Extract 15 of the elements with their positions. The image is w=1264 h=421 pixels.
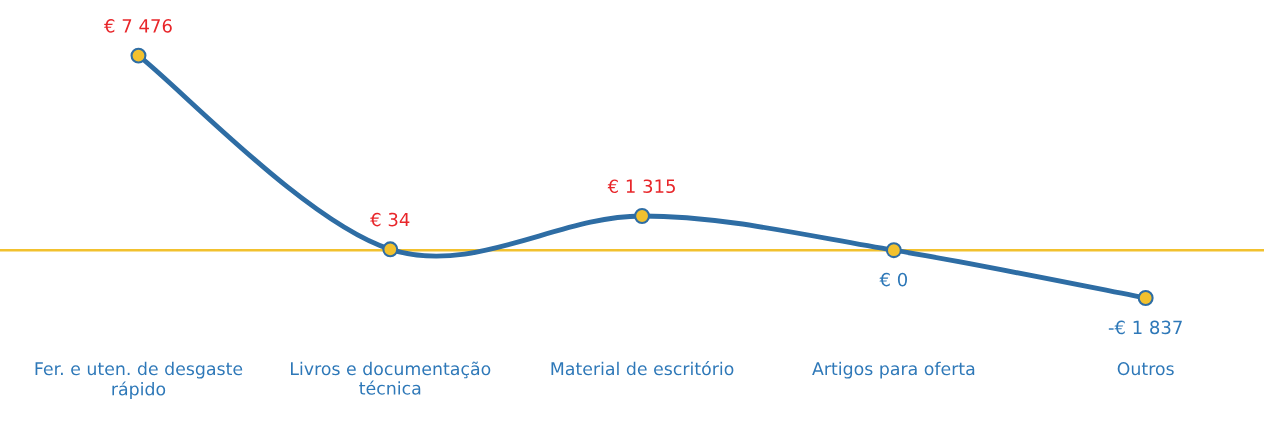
data-label: € 1 315 <box>607 179 675 194</box>
x-tick-label: Fer. e uten. de desgaste rápido <box>35 361 243 399</box>
x-tick-label: Material de escritório <box>551 361 734 376</box>
point <box>1137 290 1154 306</box>
x-tick-label: Artigos para oferta <box>812 361 975 379</box>
point <box>382 241 399 258</box>
data-label: -€ 1 837 <box>1108 320 1182 335</box>
data-label: € 34 <box>370 212 410 227</box>
data-label: € 7 476 <box>104 19 172 33</box>
x-tick-label: Outros <box>1117 362 1174 376</box>
point <box>130 47 147 64</box>
x-tick-label: Livros e documentação técnica <box>291 361 491 395</box>
point <box>634 207 651 224</box>
data-label: € 0 <box>879 272 908 287</box>
point <box>885 242 902 259</box>
